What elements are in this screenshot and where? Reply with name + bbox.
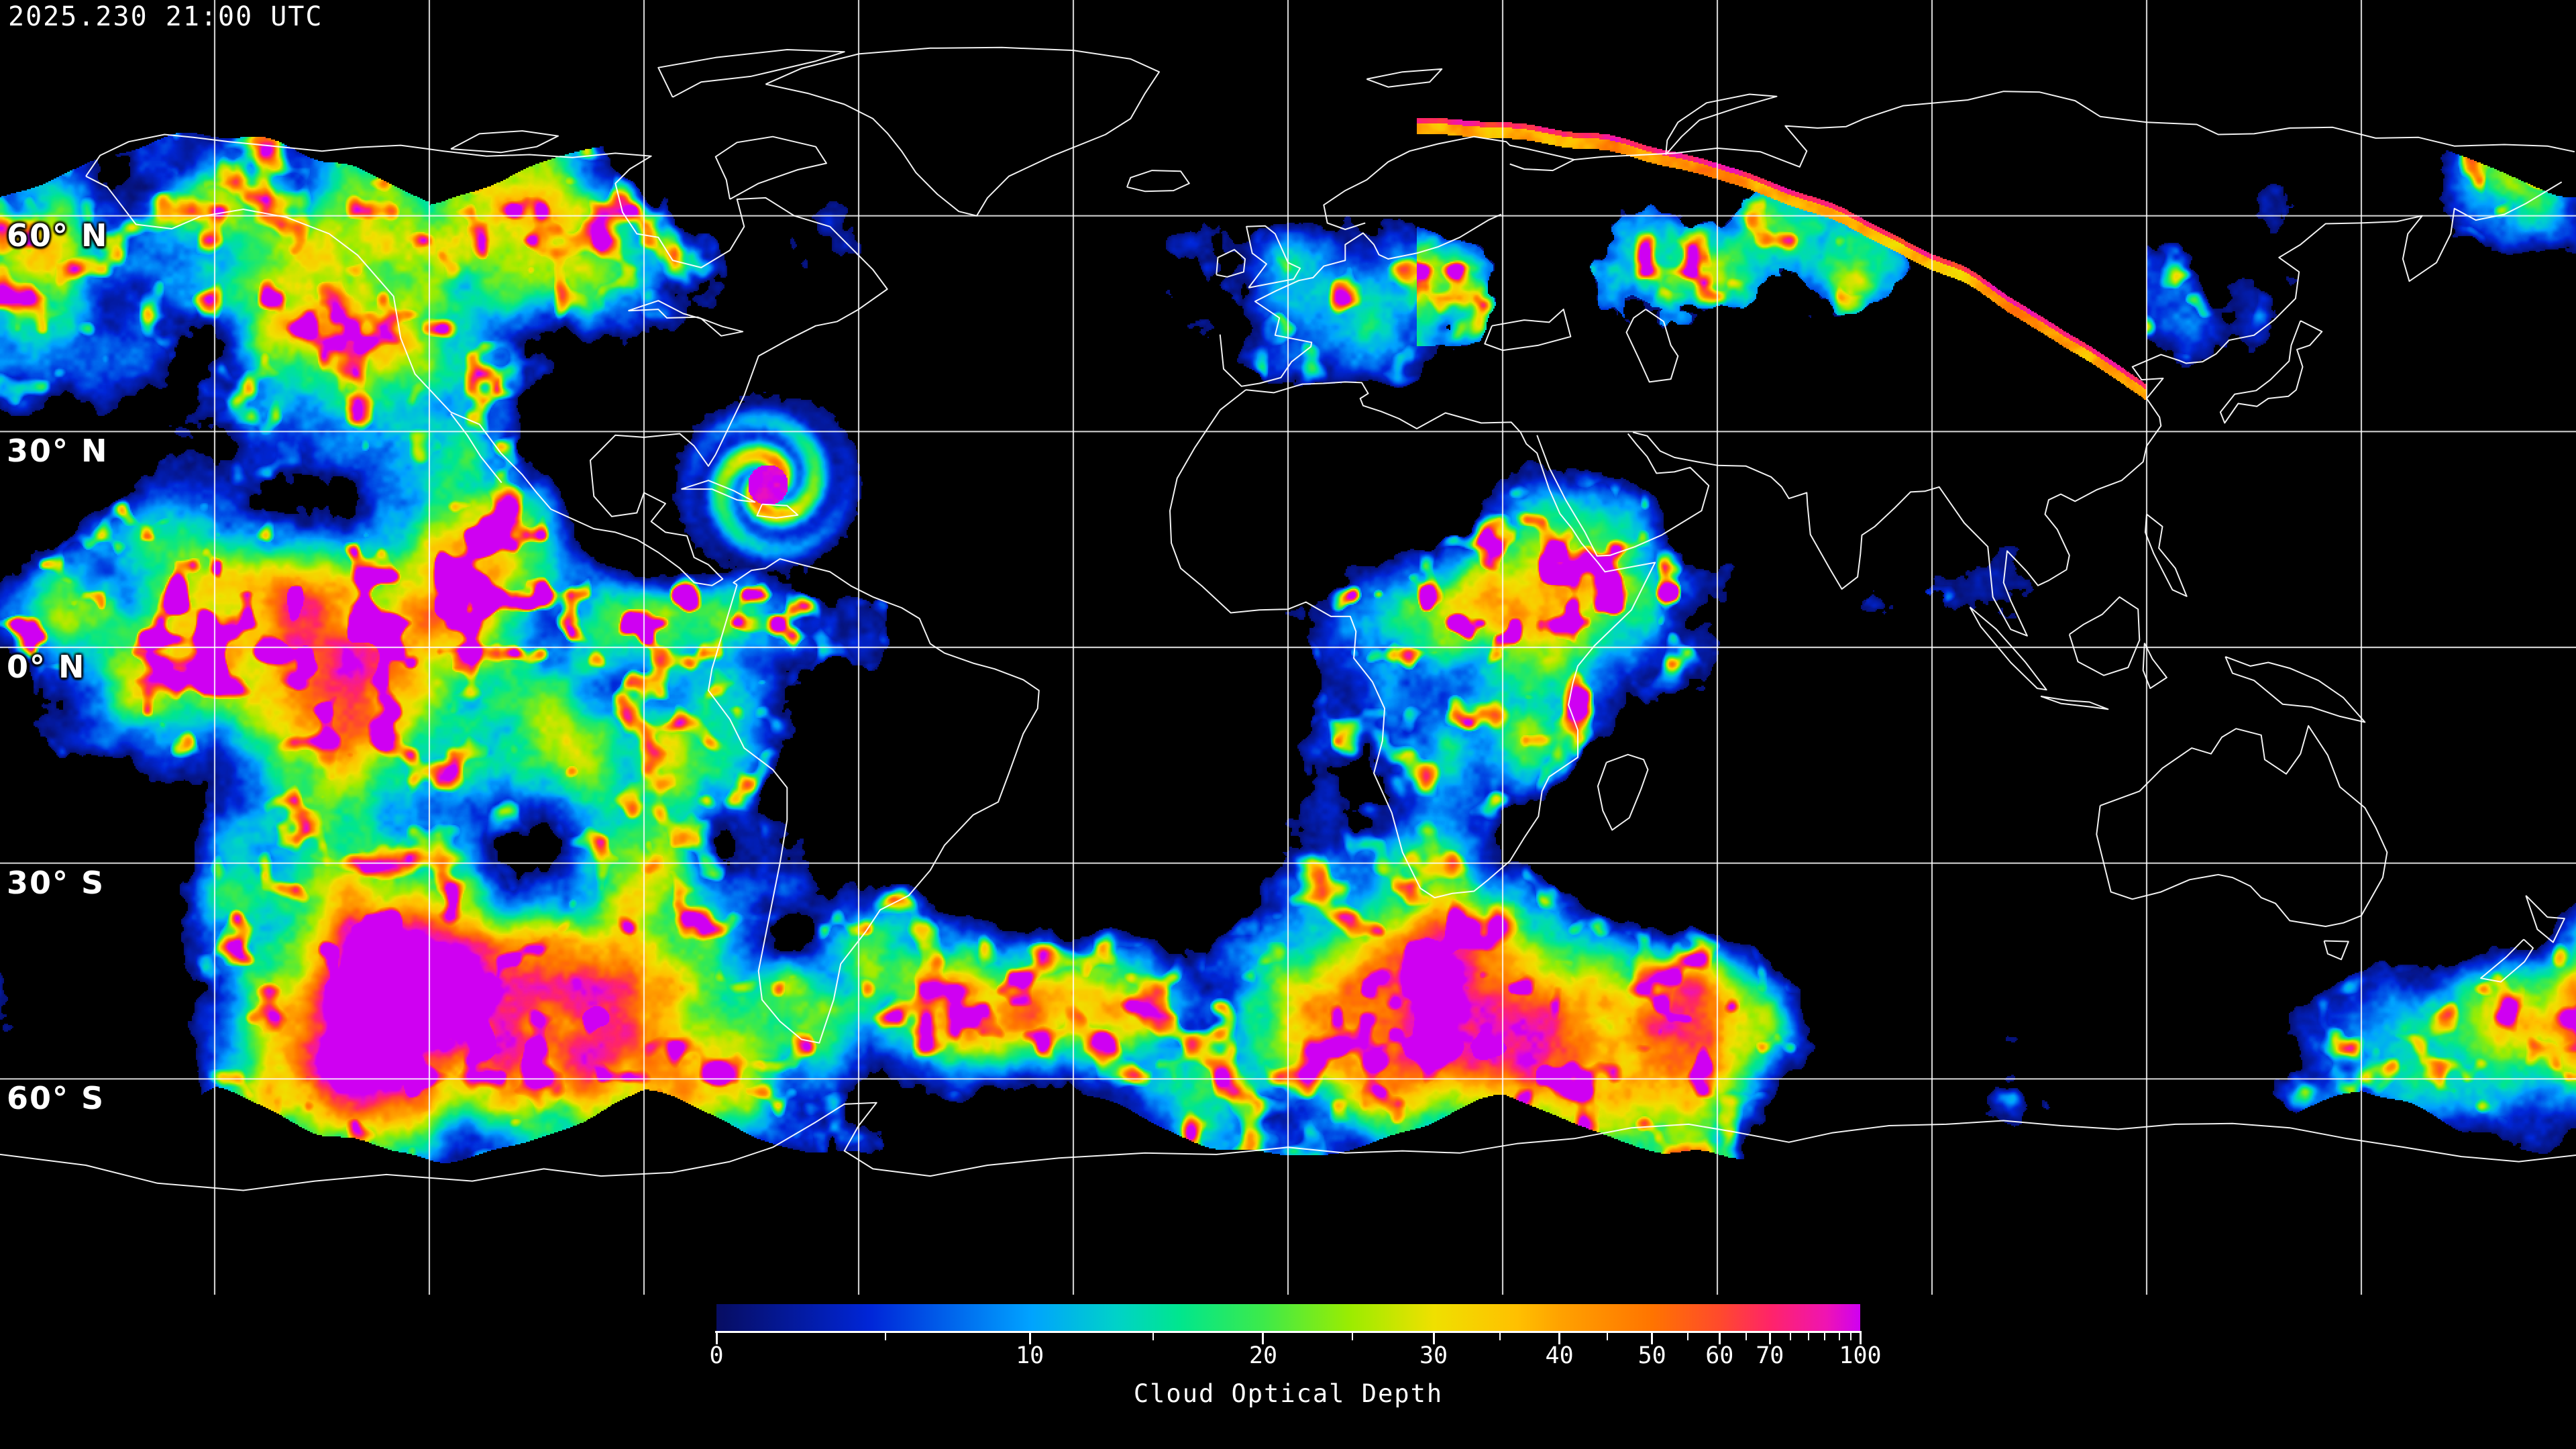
colorbar-major-tick	[1028, 1333, 1031, 1344]
colorbar-minor-tick	[1808, 1333, 1810, 1340]
lat-label: 60° N	[7, 217, 109, 254]
colorbar-minor-tick	[1607, 1333, 1609, 1340]
colorbar-tick-label: 60	[1705, 1342, 1734, 1369]
colorbar-major-tick	[1859, 1333, 1862, 1344]
colorbar-minor-tick	[1789, 1333, 1791, 1340]
colorbar-minor-tick	[1351, 1333, 1353, 1340]
colorbar-minor-tick	[1850, 1333, 1852, 1340]
timestamp-label: 2025.230 21:00 UTC	[8, 1, 323, 32]
colorbar-axis-line	[715, 1331, 1862, 1333]
colorbar-minor-tick	[1686, 1333, 1688, 1340]
colorbar-minor-tick	[885, 1333, 887, 1340]
colorbar-tick-label: 30	[1419, 1342, 1448, 1369]
colorbar-minor-tick	[1839, 1333, 1841, 1340]
colorbar-major-tick	[1768, 1333, 1771, 1344]
lat-label: 0° N	[7, 649, 86, 685]
coastlines	[0, 46, 2576, 1191]
colorbar-minor-tick	[1824, 1333, 1826, 1340]
colorbar-major-tick	[1651, 1333, 1654, 1344]
graticule-gridlines	[0, 0, 2576, 1295]
lat-label: 30° N	[7, 433, 109, 470]
colorbar-tick-label: 50	[1638, 1342, 1666, 1369]
colorbar-tick-label: 40	[1545, 1342, 1574, 1369]
colorbar-major-tick	[1262, 1333, 1265, 1344]
colorbar-title: Cloud Optical Depth	[1133, 1379, 1444, 1408]
colorbar-major-tick	[1718, 1333, 1721, 1344]
colorbar-minor-tick	[1152, 1333, 1155, 1340]
colorbar-major-tick	[1432, 1333, 1435, 1344]
colorbar-tick-label: 10	[1016, 1342, 1044, 1369]
colorbar-major-tick	[1558, 1333, 1561, 1344]
colorbar-major-tick	[715, 1333, 718, 1344]
colorbar-tick-label: 100	[1839, 1342, 1882, 1369]
colorbar-minor-tick	[1499, 1333, 1501, 1340]
lat-label: 30° S	[7, 864, 105, 901]
colorbar-tick-label: 0	[709, 1342, 724, 1369]
colorbar-tick-label: 20	[1248, 1342, 1278, 1369]
colorbar-gradient	[716, 1304, 1860, 1331]
lat-label: 60° S	[7, 1080, 105, 1117]
colorbar-tick-label: 70	[1756, 1342, 1784, 1369]
map-overlay	[0, 0, 2576, 1295]
colorbar-minor-tick	[1745, 1333, 1747, 1340]
